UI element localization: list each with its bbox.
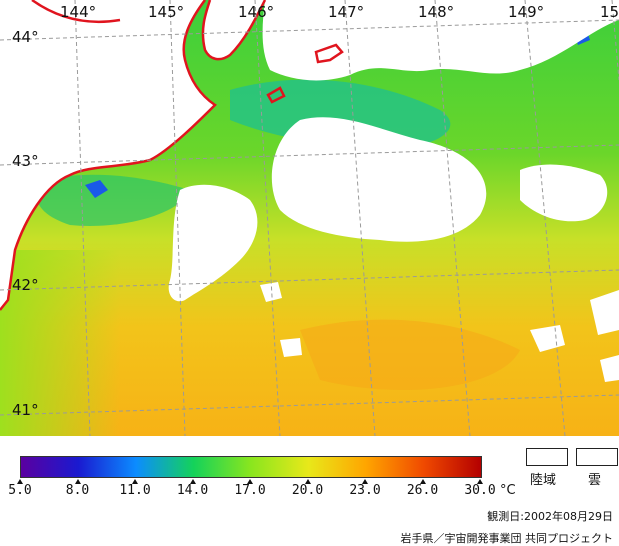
sst-map-canvas	[0, 0, 619, 436]
latitude-label: 42°	[12, 276, 39, 294]
coastline	[314, 43, 344, 64]
graticule	[0, 0, 619, 436]
colorbar-tick-mark	[189, 479, 196, 484]
latitude-label: 44°	[12, 28, 39, 46]
colorbar-tick-mark	[477, 479, 483, 484]
colorbar-tick-mark	[304, 479, 311, 484]
cold-water-patch	[230, 79, 451, 150]
credit-text: 岩手県／宇宙開発事業団 共同プロジェクト	[400, 532, 614, 545]
observation-date: 観測日:2002年08月29日	[487, 510, 613, 523]
sst-map: 144° 145° 146° 147° 148° 149° 15 44° 43°…	[0, 0, 619, 436]
colorbar-tick-label: 17.0	[234, 483, 266, 498]
coastal-warm-band	[0, 250, 300, 436]
latitude-label: 41°	[12, 401, 39, 419]
unit-label: °C	[500, 483, 516, 498]
longitude-label: 147°	[328, 3, 365, 21]
colorbar-tick-label: 30.0	[464, 483, 496, 498]
colorbar-tick-label: 8.0	[65, 483, 90, 498]
longitude-label: 15	[600, 3, 619, 21]
coastline	[201, 0, 267, 61]
longitude-label: 149°	[508, 3, 545, 21]
cloud-key-label: 雲	[588, 473, 602, 488]
colorbar-tick-label: 11.0	[119, 483, 151, 498]
colorbar-tick-label: 20.0	[291, 483, 324, 498]
land-kurils	[202, 0, 265, 60]
cloud-area	[520, 164, 608, 222]
temperature-colorbar	[20, 456, 482, 478]
coastline	[266, 86, 286, 104]
longitude-label: 148°	[418, 3, 455, 21]
cloud-key-swatch	[576, 448, 618, 466]
colorbar-tick-mark	[17, 479, 23, 484]
land-key-label: 陸域	[530, 473, 557, 488]
colorbar-tick-mark	[132, 479, 138, 484]
cloud-area	[262, 0, 619, 81]
longitude-label: 145°	[148, 3, 185, 21]
blue-cold-spot	[85, 180, 108, 198]
colorbar-tick-label: 26.0	[406, 483, 439, 498]
colorbar-tick-mark	[74, 479, 81, 484]
colorbar-tick-mark	[419, 479, 426, 484]
coastline	[31, 0, 121, 24]
longitude-label: 146°	[238, 3, 275, 21]
colorbar-tick-label: 14.0	[176, 483, 209, 498]
land-key-swatch	[526, 448, 568, 466]
cloud-area	[600, 355, 619, 382]
colorbar-tick-mark	[362, 479, 368, 484]
cloud-area	[168, 184, 258, 302]
legend: 5.0 8.0 11.0 14.0 17.0 20.0 23.0 26.0 30.0 °C 陸域…	[0, 436, 619, 546]
colorbar-tick-label: 23.0	[349, 483, 381, 498]
land-hokkaido	[0, 0, 215, 310]
colorbar-tick-label: 5.0	[8, 483, 32, 498]
cloud-area	[271, 117, 487, 242]
longitude-label: 144°	[60, 3, 97, 21]
cloud-area	[260, 282, 282, 302]
latitude-label: 43°	[12, 152, 39, 170]
colorbar-tick-mark	[247, 479, 253, 484]
cold-water-patch	[36, 174, 190, 226]
cloud-area	[280, 338, 302, 357]
coastline	[0, 0, 217, 311]
cloud-area	[590, 290, 619, 335]
